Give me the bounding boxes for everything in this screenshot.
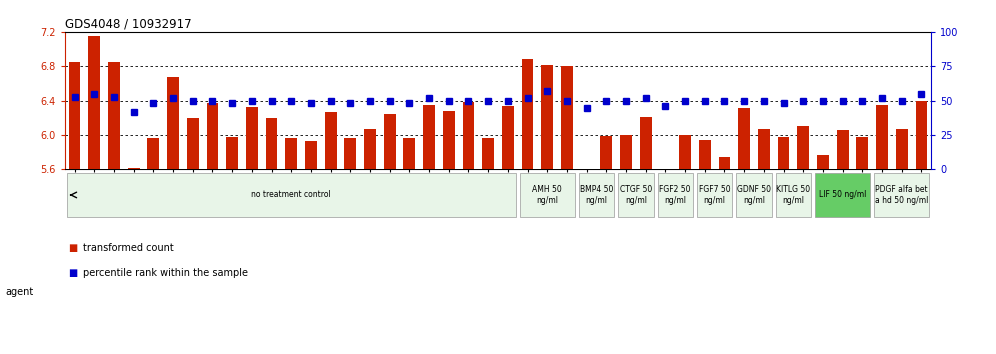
Text: KITLG 50
ng/ml: KITLG 50 ng/ml xyxy=(776,185,811,205)
Bar xyxy=(108,62,120,170)
Text: no treatment control: no treatment control xyxy=(251,190,331,199)
Bar xyxy=(305,141,317,170)
Text: transformed count: transformed count xyxy=(83,243,173,253)
FancyBboxPatch shape xyxy=(697,173,732,217)
Bar xyxy=(601,136,613,170)
Bar xyxy=(639,117,651,170)
Text: ■: ■ xyxy=(68,243,77,253)
Bar xyxy=(462,102,474,170)
Text: agent: agent xyxy=(5,287,33,297)
Bar xyxy=(915,101,927,170)
Bar xyxy=(876,105,888,170)
Bar xyxy=(798,126,809,170)
Text: GDNF 50
ng/ml: GDNF 50 ng/ml xyxy=(737,185,771,205)
Bar xyxy=(857,137,869,170)
Bar xyxy=(89,36,101,170)
FancyBboxPatch shape xyxy=(815,173,871,217)
FancyBboxPatch shape xyxy=(736,173,772,217)
Bar xyxy=(325,112,337,170)
FancyBboxPatch shape xyxy=(579,173,615,217)
Bar xyxy=(758,129,770,170)
Bar xyxy=(206,103,218,170)
Bar xyxy=(147,138,159,170)
Bar xyxy=(345,138,357,170)
Text: FGF7 50
ng/ml: FGF7 50 ng/ml xyxy=(699,185,730,205)
Bar xyxy=(423,105,435,170)
Text: BMP4 50
ng/ml: BMP4 50 ng/ml xyxy=(580,185,614,205)
FancyBboxPatch shape xyxy=(619,173,653,217)
Bar xyxy=(226,137,238,170)
Bar xyxy=(621,135,631,170)
Bar xyxy=(383,114,395,170)
Bar xyxy=(403,138,415,170)
FancyBboxPatch shape xyxy=(657,173,693,217)
Bar xyxy=(187,118,198,170)
Bar xyxy=(542,64,553,170)
Text: PDGF alfa bet
a hd 50 ng/ml: PDGF alfa bet a hd 50 ng/ml xyxy=(875,185,928,205)
FancyBboxPatch shape xyxy=(776,173,811,217)
Bar xyxy=(266,118,278,170)
Bar xyxy=(679,135,691,170)
Bar xyxy=(69,62,81,170)
Bar xyxy=(482,138,494,170)
Text: percentile rank within the sample: percentile rank within the sample xyxy=(83,268,248,278)
Bar xyxy=(778,137,790,170)
Text: AMH 50
ng/ml: AMH 50 ng/ml xyxy=(532,185,562,205)
Text: CTGF 50
ng/ml: CTGF 50 ng/ml xyxy=(620,185,652,205)
Bar xyxy=(837,130,849,170)
FancyBboxPatch shape xyxy=(67,173,516,217)
Text: ■: ■ xyxy=(68,268,77,278)
FancyBboxPatch shape xyxy=(520,173,575,217)
Bar xyxy=(127,168,139,170)
Bar xyxy=(699,140,711,170)
Text: GDS4048 / 10932917: GDS4048 / 10932917 xyxy=(65,18,191,31)
Bar xyxy=(167,76,179,170)
Bar xyxy=(365,129,375,170)
Bar xyxy=(522,59,534,170)
Text: LIF 50 ng/ml: LIF 50 ng/ml xyxy=(819,190,867,199)
Bar xyxy=(561,66,573,170)
Bar xyxy=(718,156,730,170)
Bar xyxy=(895,129,907,170)
Bar xyxy=(502,106,514,170)
Bar xyxy=(246,107,258,170)
Bar xyxy=(817,155,829,170)
Text: FGF2 50
ng/ml: FGF2 50 ng/ml xyxy=(659,185,691,205)
Bar xyxy=(443,111,454,170)
FancyBboxPatch shape xyxy=(874,173,929,217)
Bar xyxy=(738,108,750,170)
Bar xyxy=(285,138,297,170)
